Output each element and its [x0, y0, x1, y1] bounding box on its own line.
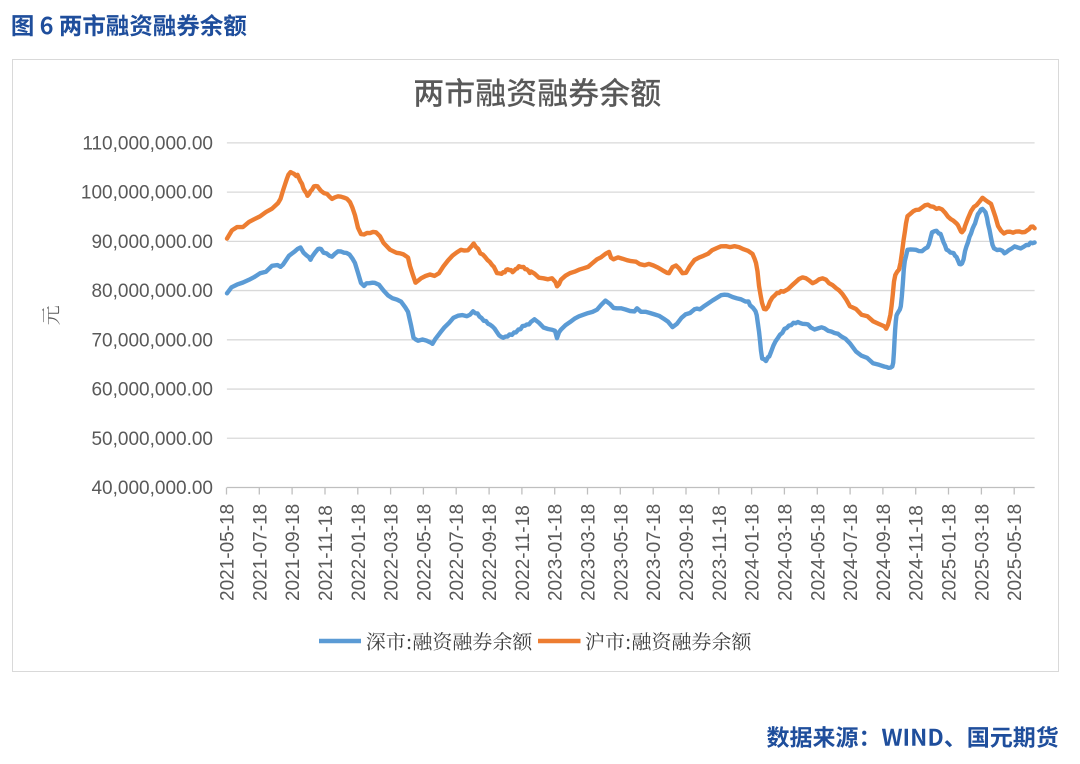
svg-text:70,000,000.00: 70,000,000.00: [91, 330, 213, 351]
svg-text:2021-05-18: 2021-05-18: [218, 504, 239, 601]
svg-text:2025-05-18: 2025-05-18: [1005, 504, 1026, 601]
svg-text:2023-03-18: 2023-03-18: [579, 504, 600, 601]
svg-text:2024-03-18: 2024-03-18: [775, 504, 796, 601]
svg-text:2023-01-18: 2023-01-18: [546, 504, 567, 601]
svg-text:2024-11-18: 2024-11-18: [907, 505, 928, 601]
svg-text:60,000,000.00: 60,000,000.00: [91, 380, 213, 401]
svg-text:2024-01-18: 2024-01-18: [743, 504, 764, 601]
svg-text:2022-01-18: 2022-01-18: [349, 504, 370, 601]
svg-text:2022-05-18: 2022-05-18: [414, 504, 435, 601]
svg-text:2023-07-18: 2023-07-18: [644, 504, 665, 601]
svg-text:2025-01-18: 2025-01-18: [940, 504, 961, 601]
svg-text:50,000,000.00: 50,000,000.00: [91, 429, 213, 450]
svg-text:2022-11-18: 2022-11-18: [513, 505, 534, 601]
svg-text:100,000,000.00: 100,000,000.00: [81, 183, 213, 204]
svg-text:2021-11-18: 2021-11-18: [316, 505, 337, 601]
svg-text:2025-03-18: 2025-03-18: [972, 504, 993, 601]
svg-text:2024-09-18: 2024-09-18: [874, 504, 895, 601]
svg-text:2021-09-18: 2021-09-18: [283, 504, 304, 601]
svg-text:80,000,000.00: 80,000,000.00: [91, 281, 213, 302]
svg-text:2024-07-18: 2024-07-18: [841, 504, 862, 601]
svg-text:90,000,000.00: 90,000,000.00: [91, 232, 213, 253]
svg-text:2023-11-18: 2023-11-18: [710, 505, 731, 601]
svg-text:2021-07-18: 2021-07-18: [250, 504, 271, 601]
svg-text:40,000,000.00: 40,000,000.00: [91, 478, 213, 499]
svg-text:2023-05-18: 2023-05-18: [611, 504, 632, 601]
svg-text:2023-09-18: 2023-09-18: [677, 504, 698, 601]
svg-text:110,000,000.00: 110,000,000.00: [82, 133, 213, 154]
svg-text:2022-03-18: 2022-03-18: [382, 504, 403, 601]
svg-text:2022-09-18: 2022-09-18: [480, 504, 501, 601]
svg-text:2024-05-18: 2024-05-18: [808, 504, 829, 601]
svg-text:2022-07-18: 2022-07-18: [447, 504, 468, 601]
